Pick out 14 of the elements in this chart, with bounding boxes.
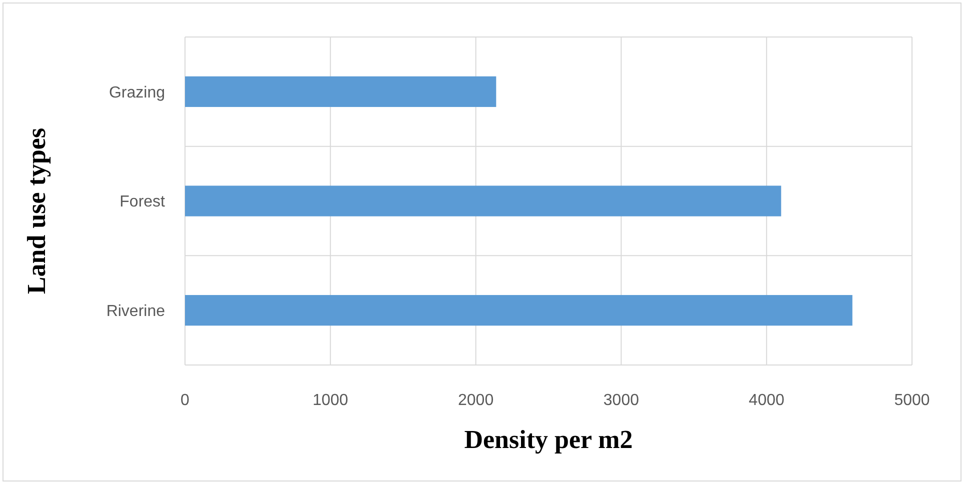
x-tick-label: 4000 bbox=[748, 392, 784, 409]
y-tick-label: Riverine bbox=[106, 302, 166, 320]
bar bbox=[185, 295, 852, 326]
x-tick-label: 5000 bbox=[894, 392, 930, 409]
y-tick-label: Grazing bbox=[108, 84, 165, 102]
x-tick-label: 2000 bbox=[458, 392, 494, 409]
bar bbox=[185, 76, 496, 107]
y-tick-label: Forest bbox=[120, 194, 166, 211]
x-tick-label: 3000 bbox=[603, 392, 640, 409]
bar bbox=[185, 186, 782, 216]
x-axis-title: Density per m2 bbox=[464, 425, 633, 454]
x-tick-label: 0 bbox=[180, 392, 190, 409]
y-axis-title: Land use types bbox=[22, 128, 51, 294]
x-tick-label: 1000 bbox=[312, 392, 348, 409]
